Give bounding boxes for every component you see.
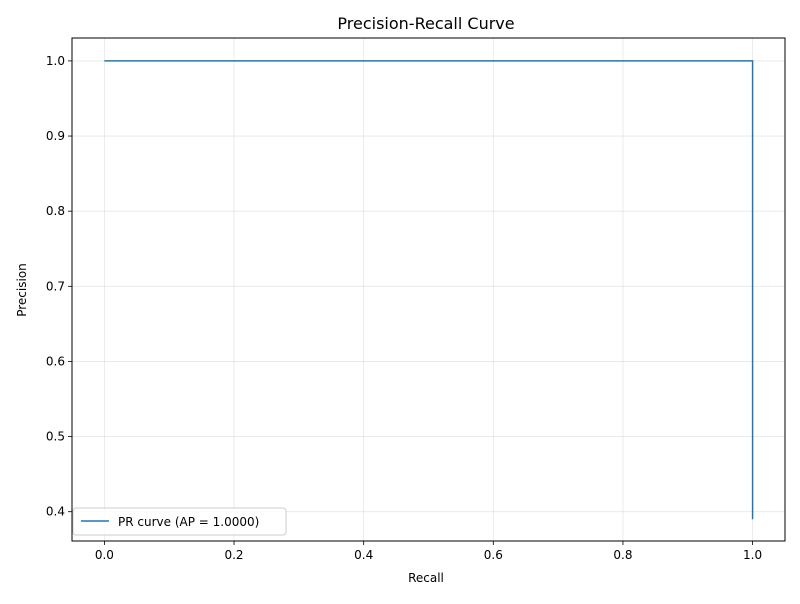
y-tick-label: 0.5 bbox=[46, 430, 65, 444]
series-layer bbox=[104, 60, 754, 520]
x-axis: 0.0 0.2 0.4 0.6 0.8 1.0 bbox=[95, 541, 762, 562]
chart-title: Precision-Recall Curve bbox=[337, 14, 514, 33]
y-tick-label: 0.8 bbox=[46, 204, 65, 218]
legend-box bbox=[72, 507, 287, 536]
y-axis: 0.4 0.5 0.6 0.7 0.8 0.9 1.0 bbox=[46, 54, 72, 519]
x-tick-label: 0.4 bbox=[354, 548, 373, 562]
x-tick-label: 0.2 bbox=[224, 548, 243, 562]
x-tick-label: 0.8 bbox=[613, 548, 632, 562]
x-tick-label: 0.0 bbox=[95, 548, 114, 562]
y-axis-label: Precision bbox=[15, 263, 29, 317]
y-tick-label: 0.6 bbox=[46, 354, 65, 368]
x-axis-label: Recall bbox=[408, 571, 444, 585]
y-tick-label: 0.9 bbox=[46, 129, 65, 143]
y-tick-label: 0.4 bbox=[46, 505, 65, 519]
y-tick-label: 0.7 bbox=[46, 279, 65, 293]
x-tick-label: 1.0 bbox=[743, 548, 762, 562]
x-tick-label: 0.6 bbox=[484, 548, 503, 562]
legend: PR curve (AP = 1.0000) bbox=[72, 507, 287, 536]
grid-lines bbox=[72, 38, 785, 541]
pr-curve-line bbox=[104, 60, 754, 520]
y-tick-label: 1.0 bbox=[46, 54, 65, 68]
plot-frame bbox=[71, 37, 786, 542]
legend-label: PR curve (AP = 1.0000) bbox=[118, 515, 259, 529]
